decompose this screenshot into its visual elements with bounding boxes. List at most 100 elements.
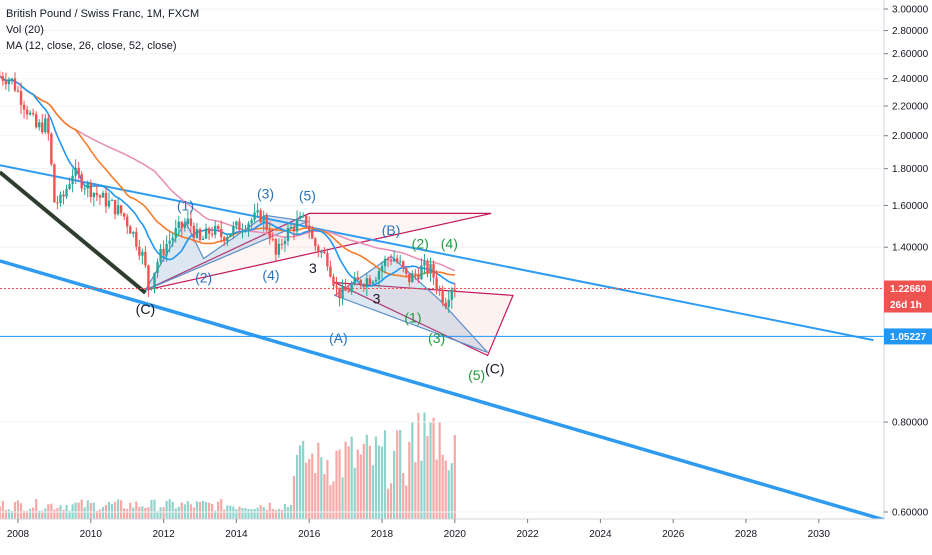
candle-body: [380, 266, 384, 271]
volume-bar: [129, 502, 132, 519]
volume-bar: [32, 507, 35, 519]
candle: [383, 255, 387, 274]
legend-ma[interactable]: MA (12, close, 26, close, 52, close): [6, 40, 177, 52]
volume-bar: [168, 499, 171, 519]
candle-body: [383, 258, 387, 267]
volume-bar: [311, 453, 314, 519]
candle-body: [253, 212, 256, 220]
volume-bar: [156, 510, 159, 519]
wave-label: (3): [428, 330, 445, 346]
candle-body: [441, 289, 444, 303]
candle: [13, 72, 17, 93]
candle-body: [31, 112, 35, 115]
candle-body: [241, 230, 244, 232]
candle: [180, 221, 183, 238]
volume-bar: [420, 460, 423, 519]
candle: [41, 113, 44, 135]
volume-bar: [223, 509, 226, 519]
candle-body: [223, 237, 226, 242]
volume-bar: [241, 507, 244, 519]
wave-label: (1): [177, 197, 194, 213]
candle-body: [204, 228, 208, 239]
candle-body: [98, 195, 102, 198]
price-tick-label: 0.60000: [892, 508, 929, 519]
candle: [374, 276, 378, 283]
candle: [201, 235, 205, 241]
candle: [189, 210, 193, 233]
candle-body: [247, 223, 250, 230]
volume-bar: [308, 458, 311, 519]
candle: [171, 232, 174, 248]
volume-bar: [153, 499, 156, 519]
candle: [301, 212, 305, 219]
volume-bar: [365, 434, 368, 519]
candle-body: [232, 225, 235, 234]
candle: [235, 220, 238, 230]
candle: [92, 192, 96, 207]
candle: [423, 253, 426, 275]
candle-body: [429, 263, 432, 274]
candle-body: [453, 289, 456, 292]
volume-bar: [256, 507, 259, 519]
volume-bar: [247, 509, 250, 519]
volume-bar: [292, 475, 296, 519]
current-price-badge: 1.22660: [884, 280, 932, 297]
candle: [295, 210, 299, 236]
legend-volume[interactable]: Vol (20): [6, 24, 44, 36]
candle: [132, 231, 135, 238]
candle: [414, 269, 417, 280]
red-triangle-2: [334, 282, 514, 357]
candle-body: [35, 114, 38, 128]
volume-bar: [86, 500, 89, 519]
candle-body: [153, 272, 156, 288]
candle: [31, 108, 35, 117]
candle: [335, 276, 338, 296]
candle-body: [89, 182, 92, 198]
candle: [277, 238, 281, 258]
candle: [77, 161, 80, 180]
candle-body: [101, 192, 105, 198]
volume-bar: [283, 503, 287, 519]
candle-body: [311, 230, 314, 239]
volume-bar: [335, 450, 338, 519]
candle: [429, 257, 432, 282]
volume-bar: [368, 445, 371, 519]
candle-body: [268, 229, 271, 239]
volume-bar: [10, 510, 14, 519]
candle-body: [277, 243, 281, 255]
candle: [217, 224, 220, 233]
candle-body: [171, 237, 174, 241]
candle: [362, 283, 365, 292]
candle: [16, 86, 20, 93]
legend-title[interactable]: British Pound / Swiss Franc, 1M, FXCM: [6, 8, 200, 20]
candle-body: [213, 225, 217, 235]
wave-label: (B): [382, 222, 401, 238]
candle: [50, 132, 53, 167]
candle-body: [447, 299, 450, 308]
wave-label: (5): [299, 188, 316, 204]
volume-bar: [329, 485, 332, 519]
volume-bar: [414, 462, 417, 519]
candle-body: [411, 273, 414, 283]
candle: [129, 224, 132, 234]
candle-body: [304, 215, 308, 226]
candle: [126, 213, 129, 234]
candle: [110, 198, 114, 201]
candle: [80, 171, 83, 192]
candle-body: [350, 284, 353, 293]
volume-bar: [235, 509, 238, 519]
candle-body: [144, 251, 147, 266]
candle-body: [22, 104, 26, 110]
candle: [141, 248, 144, 265]
candle-body: [229, 233, 232, 237]
time-tick-label: 2024: [589, 529, 612, 540]
volume-bar: [356, 449, 359, 519]
candle: [320, 249, 323, 258]
volume-bar: [405, 485, 408, 519]
volume-bar: [268, 502, 271, 519]
volume-bar: [198, 501, 202, 519]
candle-body: [174, 228, 177, 238]
candle: [395, 254, 399, 264]
